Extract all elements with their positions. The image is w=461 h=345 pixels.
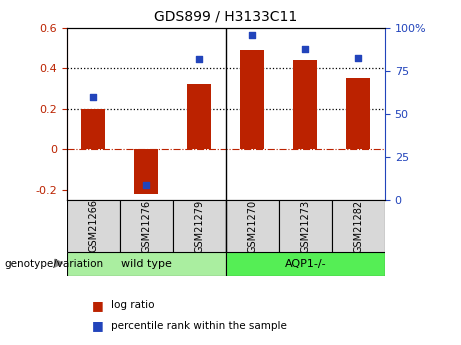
Bar bbox=[67, 252, 226, 276]
Text: percentile rank within the sample: percentile rank within the sample bbox=[111, 321, 287, 331]
Text: GSM21279: GSM21279 bbox=[195, 199, 204, 253]
Point bbox=[301, 47, 309, 52]
Text: GSM21273: GSM21273 bbox=[301, 199, 310, 253]
Bar bbox=[120, 200, 173, 252]
Point bbox=[89, 95, 97, 100]
Text: GSM21270: GSM21270 bbox=[248, 199, 257, 253]
Point bbox=[142, 182, 150, 187]
Bar bbox=[226, 252, 385, 276]
Title: GDS899 / H3133C11: GDS899 / H3133C11 bbox=[154, 10, 297, 24]
Bar bbox=[241, 50, 264, 149]
Bar bbox=[332, 200, 385, 252]
Bar bbox=[347, 78, 370, 149]
Bar bbox=[67, 200, 120, 252]
Text: wild type: wild type bbox=[121, 259, 172, 269]
Text: GSM21266: GSM21266 bbox=[89, 199, 98, 253]
Text: ■: ■ bbox=[92, 299, 104, 312]
Bar bbox=[135, 149, 158, 194]
Bar bbox=[173, 200, 226, 252]
Bar bbox=[188, 85, 211, 149]
Text: genotype/variation: genotype/variation bbox=[5, 259, 104, 269]
Bar bbox=[226, 200, 279, 252]
Bar bbox=[294, 60, 317, 149]
Text: GSM21282: GSM21282 bbox=[354, 199, 363, 253]
Bar bbox=[279, 200, 332, 252]
Point bbox=[249, 33, 256, 38]
Text: AQP1-/-: AQP1-/- bbox=[284, 259, 326, 269]
Bar bbox=[82, 109, 105, 149]
Text: ■: ■ bbox=[92, 319, 104, 333]
Text: log ratio: log ratio bbox=[111, 300, 154, 310]
Text: GSM21276: GSM21276 bbox=[142, 199, 151, 253]
Point bbox=[355, 55, 362, 61]
Point bbox=[195, 56, 203, 61]
